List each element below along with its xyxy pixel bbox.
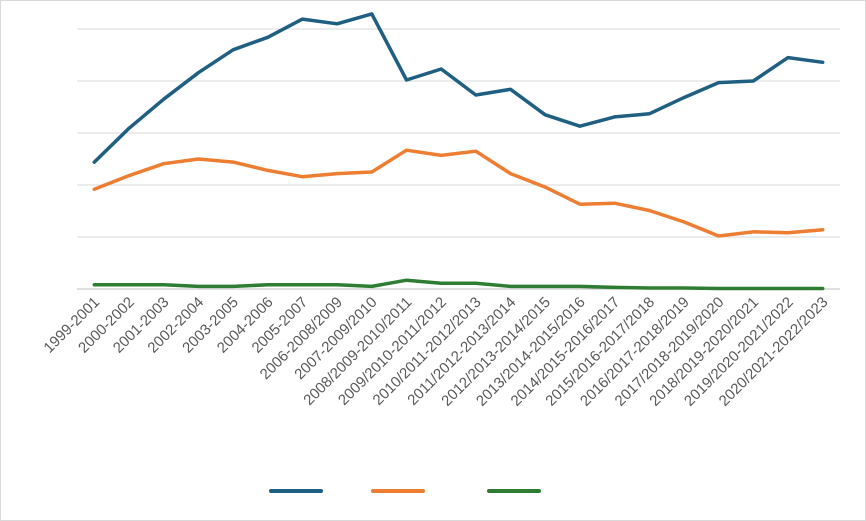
series-line-2 — [92, 148, 825, 238]
series-lines — [92, 12, 825, 291]
x-axis-tick-labels: 1999-20012000-20022001-20032002-20042003… — [40, 294, 831, 410]
series-line-1 — [92, 12, 825, 164]
series-line-3 — [92, 278, 825, 291]
